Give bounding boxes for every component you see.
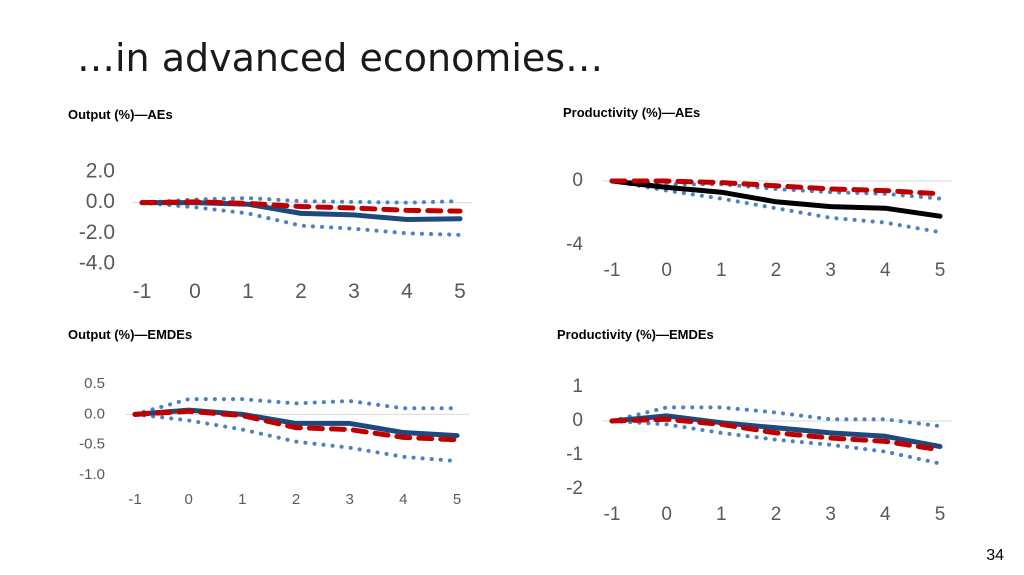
series-line-solid-0 (609, 178, 943, 219)
chart-productivity-aes: 0 -4 -1 0 1 2 3 4 5 (566, 170, 952, 281)
x-tick-label: 5 (935, 260, 946, 281)
y-tick-label: -4 (566, 234, 583, 255)
panel-title-output-aes: Output (%)—AEs (68, 107, 173, 122)
series-line-dotted-3 (140, 200, 462, 237)
x-tick-label: -1 (604, 260, 621, 281)
x-tick-label: 1 (716, 260, 727, 281)
y-tick-label: -1 (566, 444, 583, 465)
x-tick-label: 4 (401, 280, 413, 303)
x-tick-label: 4 (880, 260, 891, 281)
x-tick-label: 5 (935, 504, 946, 525)
y-tick-label: -0.5 (79, 436, 105, 453)
x-tick-label: 0 (184, 491, 192, 508)
x-tick-label: 4 (880, 504, 891, 525)
y-tick-label: 2.0 (86, 160, 115, 183)
x-tick-label: 2 (295, 280, 307, 303)
chart-output-emdes: 0.5 0.0 -0.5 -1.0 -1 0 1 2 3 4 5 (79, 375, 469, 508)
x-tick-label: 3 (825, 504, 836, 525)
x-tick-label: 0 (661, 260, 672, 281)
y-tick-label: 1 (572, 376, 583, 397)
series-line-dotted-3 (610, 419, 942, 466)
panel-title-output-emdes: Output (%)—EMDEs (68, 327, 193, 342)
x-tick-label: 3 (345, 491, 353, 508)
x-tick-label: 0 (189, 280, 201, 303)
x-tick-label: 2 (292, 491, 300, 508)
series-line-dashed-1 (609, 416, 943, 453)
x-tick-label: 3 (825, 260, 836, 281)
x-tick-label: 2 (771, 504, 782, 525)
y-tick-label: 0.5 (84, 375, 105, 392)
y-tick-label: -2 (566, 478, 583, 499)
x-tick-label: 4 (399, 491, 407, 508)
x-tick-label: 1 (716, 504, 727, 525)
chart-productivity-emdes: 1 0 -1 -2 -1 0 1 2 3 4 5 (566, 376, 952, 525)
x-tick-label: 2 (771, 260, 782, 281)
series-line-dotted-2 (133, 397, 459, 417)
slide-title: …in advanced economies… (77, 36, 604, 80)
y-tick-label: 0.0 (84, 405, 105, 422)
series-line-dotted-2 (610, 179, 942, 201)
x-tick-label: 0 (661, 504, 672, 525)
series-line-dotted-3 (133, 412, 459, 464)
x-tick-label: 1 (238, 491, 246, 508)
panel-title-productivity-emdes: Productivity (%)—EMDEs (557, 327, 714, 342)
x-tick-label: -1 (604, 504, 621, 525)
x-tick-label: -1 (128, 491, 141, 508)
chart-output-aes: 2.0 0.0 -2.0 -4.0 -1 0 1 2 3 4 5 (79, 160, 472, 303)
x-tick-label: 5 (454, 280, 466, 303)
x-tick-label: -1 (133, 280, 152, 303)
series-line-solid-0 (609, 413, 943, 449)
y-tick-label: -1.0 (79, 466, 105, 483)
y-tick-label: 0 (572, 410, 583, 431)
series-line-dashed-1 (132, 408, 460, 443)
series-line-dotted-2 (610, 405, 942, 429)
series-line-dotted-3 (610, 179, 942, 235)
x-tick-label: 3 (348, 280, 360, 303)
page-number: 34 (986, 547, 1004, 564)
y-tick-label: -4.0 (79, 252, 115, 275)
x-tick-label: 1 (242, 280, 254, 303)
panel-title-productivity-aes: Productivity (%)—AEs (563, 105, 701, 120)
series-line-dashed-1 (609, 178, 943, 197)
series-line-dashed-1 (139, 199, 463, 214)
y-tick-label: 0.0 (86, 190, 115, 213)
x-tick-label: 5 (453, 491, 461, 508)
y-tick-label: 0 (572, 170, 583, 191)
y-tick-label: -2.0 (79, 221, 115, 244)
